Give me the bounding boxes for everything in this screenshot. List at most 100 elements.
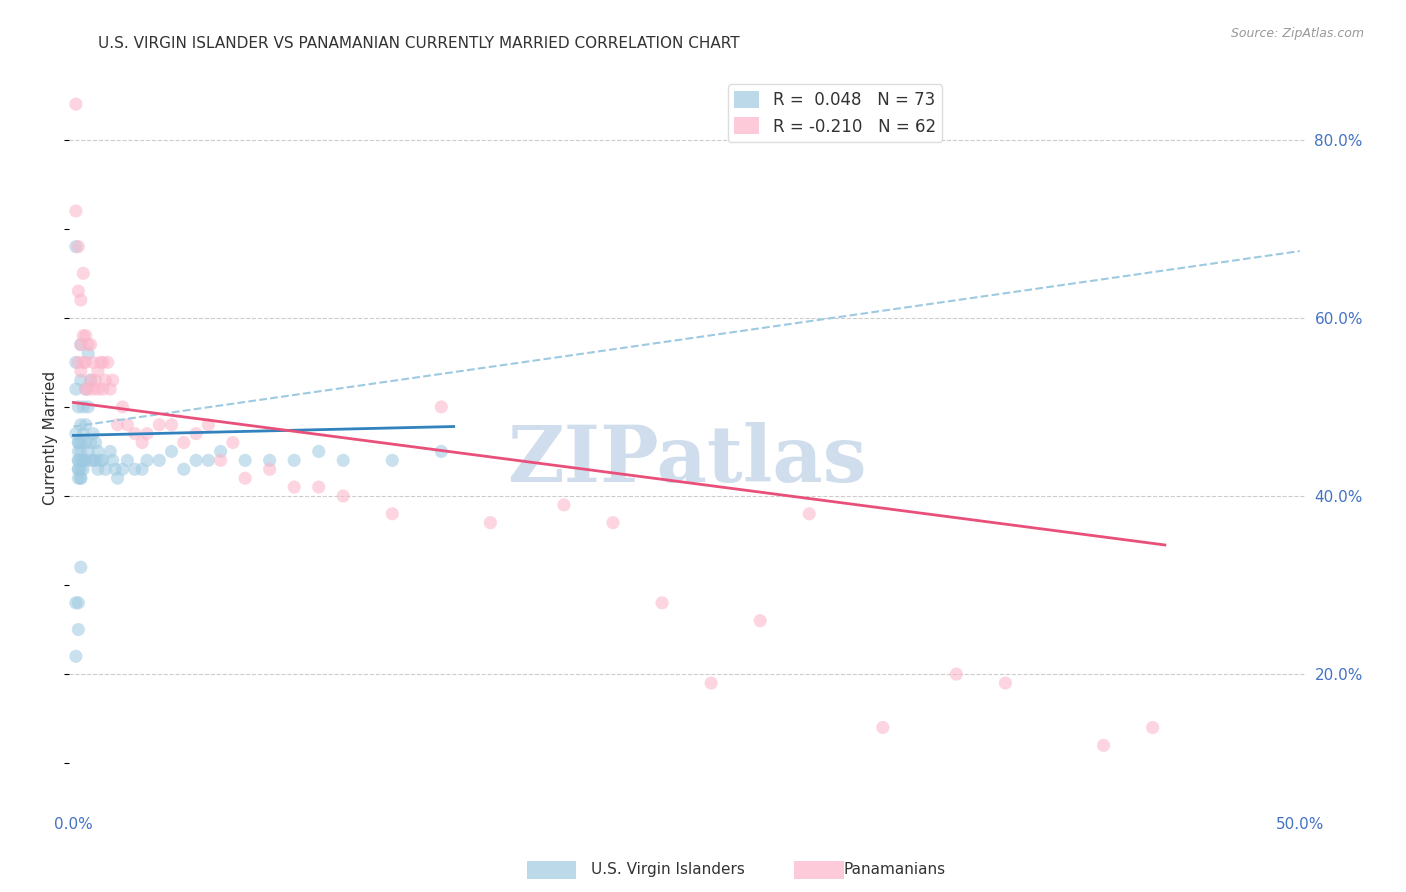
Point	[84, 435, 107, 450]
Point	[69, 453, 91, 467]
Point	[65, 382, 87, 396]
Point	[82, 426, 104, 441]
Point	[308, 480, 330, 494]
Point	[479, 516, 502, 530]
Point	[209, 444, 232, 458]
Point	[75, 382, 97, 396]
Point	[148, 417, 170, 432]
Point	[89, 453, 111, 467]
Point	[84, 453, 107, 467]
Point	[77, 382, 100, 396]
Legend: R =  0.048   N = 73, R = -0.210   N = 62: R = 0.048 N = 73, R = -0.210 N = 62	[727, 84, 942, 142]
Point	[101, 453, 124, 467]
Point	[308, 444, 330, 458]
Point	[160, 444, 183, 458]
Point	[91, 453, 114, 467]
Point	[94, 462, 117, 476]
Point	[75, 417, 97, 432]
Point	[67, 239, 90, 253]
Point	[1142, 721, 1164, 735]
Point	[283, 453, 305, 467]
Point	[197, 453, 219, 467]
Point	[67, 623, 90, 637]
Point	[233, 471, 256, 485]
Point	[79, 435, 101, 450]
Point	[67, 284, 90, 298]
Point	[799, 507, 821, 521]
Point	[160, 417, 183, 432]
Point	[98, 444, 121, 458]
Point	[94, 373, 117, 387]
Point	[107, 417, 129, 432]
Point	[173, 435, 195, 450]
Point	[67, 596, 90, 610]
Point	[97, 355, 120, 369]
Point	[749, 614, 772, 628]
Point	[69, 471, 91, 485]
Point	[65, 426, 87, 441]
Point	[65, 97, 87, 112]
Point	[101, 373, 124, 387]
Point	[87, 364, 110, 378]
Point	[72, 462, 94, 476]
Point	[69, 417, 91, 432]
Point	[65, 239, 87, 253]
Point	[91, 355, 114, 369]
Point	[72, 266, 94, 280]
Point	[173, 462, 195, 476]
Point	[332, 489, 354, 503]
Point	[67, 435, 90, 450]
Point	[72, 328, 94, 343]
Point	[72, 453, 94, 467]
Text: ZIPatlas: ZIPatlas	[506, 422, 866, 499]
Point	[197, 417, 219, 432]
Point	[107, 471, 129, 485]
Point	[75, 435, 97, 450]
Point	[79, 337, 101, 351]
Point	[87, 444, 110, 458]
Point	[69, 560, 91, 574]
Point	[77, 346, 100, 360]
Point	[69, 337, 91, 351]
Point	[136, 453, 159, 467]
Point	[184, 453, 207, 467]
Point	[124, 462, 146, 476]
Point	[69, 293, 91, 307]
Point	[104, 462, 127, 476]
Text: U.S. Virgin Islanders: U.S. Virgin Islanders	[591, 863, 744, 877]
Point	[69, 337, 91, 351]
Point	[79, 373, 101, 387]
Point	[72, 453, 94, 467]
Point	[91, 382, 114, 396]
Point	[82, 453, 104, 467]
Point	[111, 462, 134, 476]
Point	[945, 667, 967, 681]
Point	[72, 355, 94, 369]
Point	[69, 373, 91, 387]
Point	[602, 516, 624, 530]
Text: U.S. VIRGIN ISLANDER VS PANAMANIAN CURRENTLY MARRIED CORRELATION CHART: U.S. VIRGIN ISLANDER VS PANAMANIAN CURRE…	[98, 36, 740, 51]
Point	[69, 364, 91, 378]
Text: Panamanians: Panamanians	[844, 863, 946, 877]
Point	[75, 382, 97, 396]
Point	[79, 453, 101, 467]
Point	[136, 426, 159, 441]
Point	[98, 382, 121, 396]
Point	[259, 453, 281, 467]
Point	[75, 453, 97, 467]
Point	[67, 444, 90, 458]
Point	[651, 596, 673, 610]
Point	[69, 471, 91, 485]
Y-axis label: Currently Married: Currently Married	[44, 371, 58, 505]
Point	[87, 382, 110, 396]
Point	[111, 400, 134, 414]
Point	[89, 355, 111, 369]
Point	[381, 507, 404, 521]
Point	[209, 453, 232, 467]
Point	[65, 649, 87, 664]
Point	[67, 355, 90, 369]
Point	[131, 435, 153, 450]
Point	[233, 453, 256, 467]
Point	[184, 426, 207, 441]
Point	[67, 435, 90, 450]
